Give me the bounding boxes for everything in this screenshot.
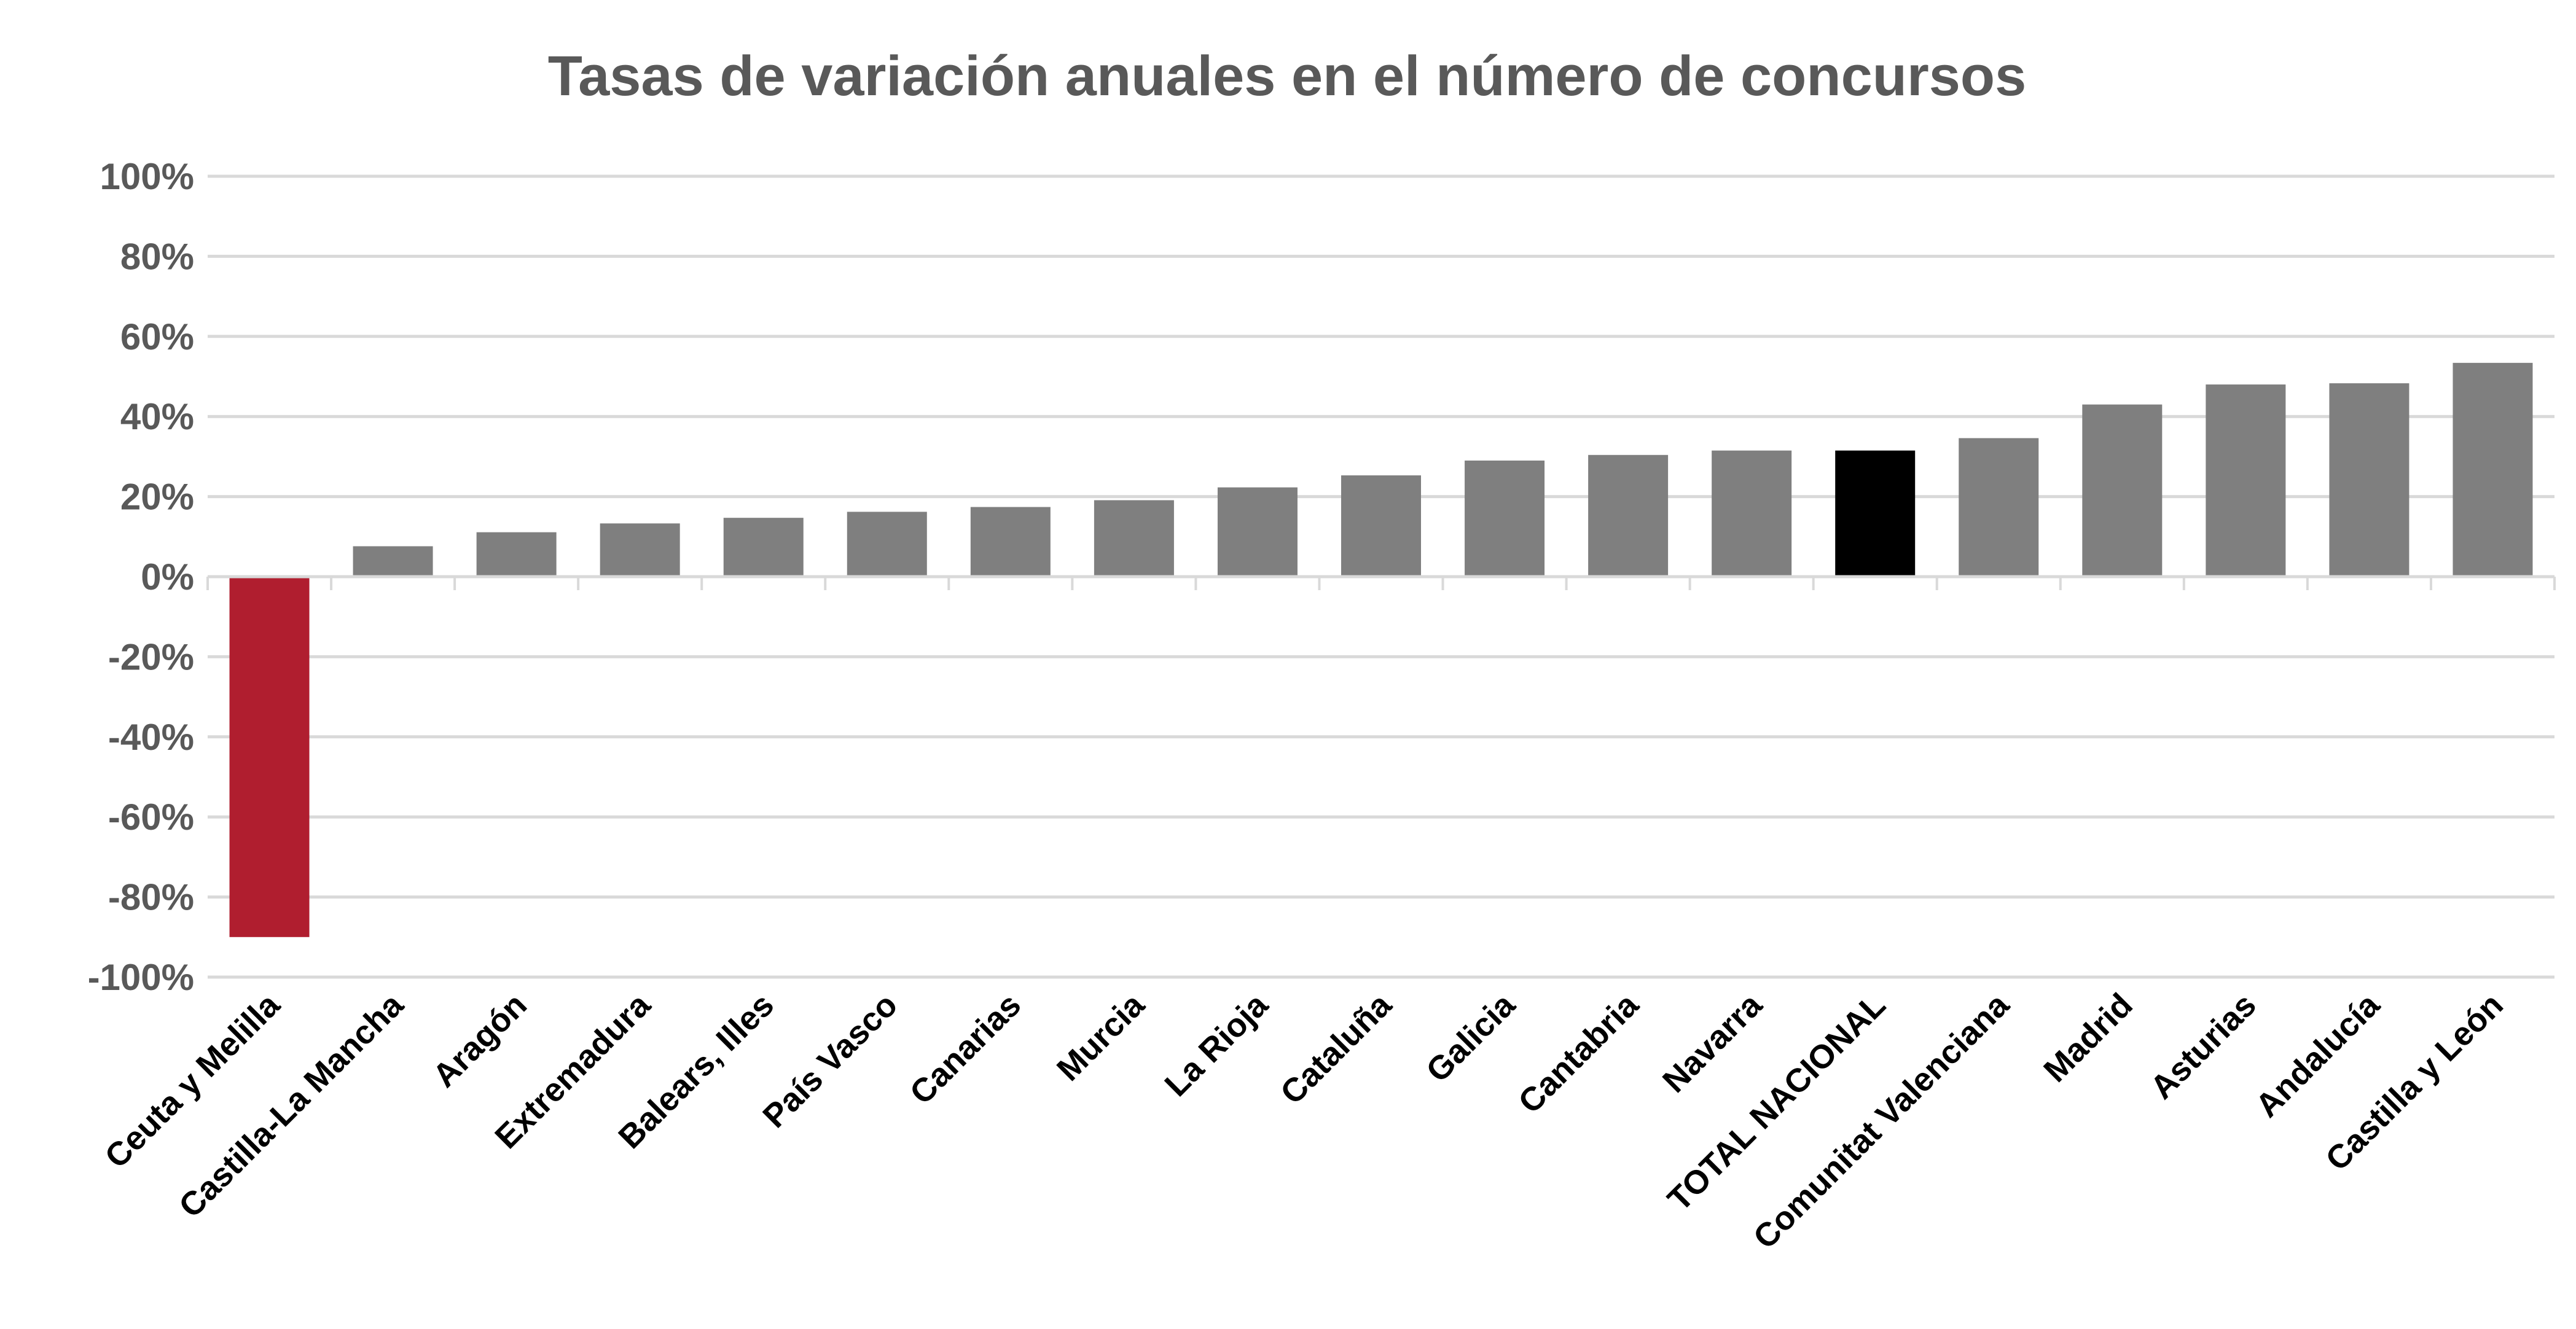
x-tick-label: Comunitat Valenciana xyxy=(1747,986,2017,1256)
y-tick-label: -20% xyxy=(108,636,194,677)
bar xyxy=(2453,362,2533,577)
bar xyxy=(353,546,433,577)
bar xyxy=(476,532,557,577)
x-tick-label: La Rioja xyxy=(1157,986,1275,1104)
bar xyxy=(1217,487,1298,577)
bar xyxy=(2329,383,2410,577)
bar xyxy=(970,507,1051,577)
bar xyxy=(723,518,804,577)
bar xyxy=(1341,475,1421,577)
bar xyxy=(1835,450,1916,577)
x-tick-label: Aragón xyxy=(426,986,534,1094)
x-tick-label: Cataluña xyxy=(1274,986,1399,1111)
y-tick-label: -40% xyxy=(108,717,194,758)
chart-title: Tasas de variación anuales en el número … xyxy=(548,45,2027,107)
bar xyxy=(2082,404,2163,577)
bars xyxy=(229,362,2533,937)
x-tick-label: Navarra xyxy=(1656,986,1769,1099)
bar xyxy=(1959,438,2039,577)
bar xyxy=(229,577,310,937)
x-tick-label: Galicia xyxy=(1419,986,1522,1089)
y-axis: 100% 80% 60% 40% 20% 0% -20% -40% -60% -80% -100% xyxy=(88,156,194,998)
bar xyxy=(1588,454,1669,577)
x-tick-label: Cantabria xyxy=(1511,986,1646,1120)
bar xyxy=(1094,500,1174,577)
y-tick-label: -100% xyxy=(88,957,194,998)
y-tick-label: 40% xyxy=(120,396,194,437)
bar xyxy=(1465,460,1545,577)
y-tick-label: 80% xyxy=(120,236,194,277)
x-axis xyxy=(206,575,2556,590)
x-tick-label: País Vasco xyxy=(756,986,904,1135)
bar xyxy=(1712,450,1792,577)
x-tick-label: Asturias xyxy=(2143,986,2263,1106)
x-tick-label: Castilla-La Mancha xyxy=(172,986,411,1225)
y-tick-label: 100% xyxy=(100,156,194,197)
y-tick-label: 0% xyxy=(141,556,194,598)
x-tick-label: Murcia xyxy=(1050,986,1152,1088)
bar xyxy=(600,523,680,577)
bar xyxy=(847,512,927,577)
y-tick-label: -60% xyxy=(108,797,194,838)
x-tick-label: Canarias xyxy=(903,986,1028,1112)
x-tick-label: TOTAL NACIONAL xyxy=(1661,986,1893,1218)
bar xyxy=(2206,384,2286,577)
y-tick-label: 60% xyxy=(120,316,194,357)
y-tick-label: -80% xyxy=(108,877,194,918)
y-tick-label: 20% xyxy=(120,477,194,518)
x-tick-label: Madrid xyxy=(2037,986,2140,1089)
